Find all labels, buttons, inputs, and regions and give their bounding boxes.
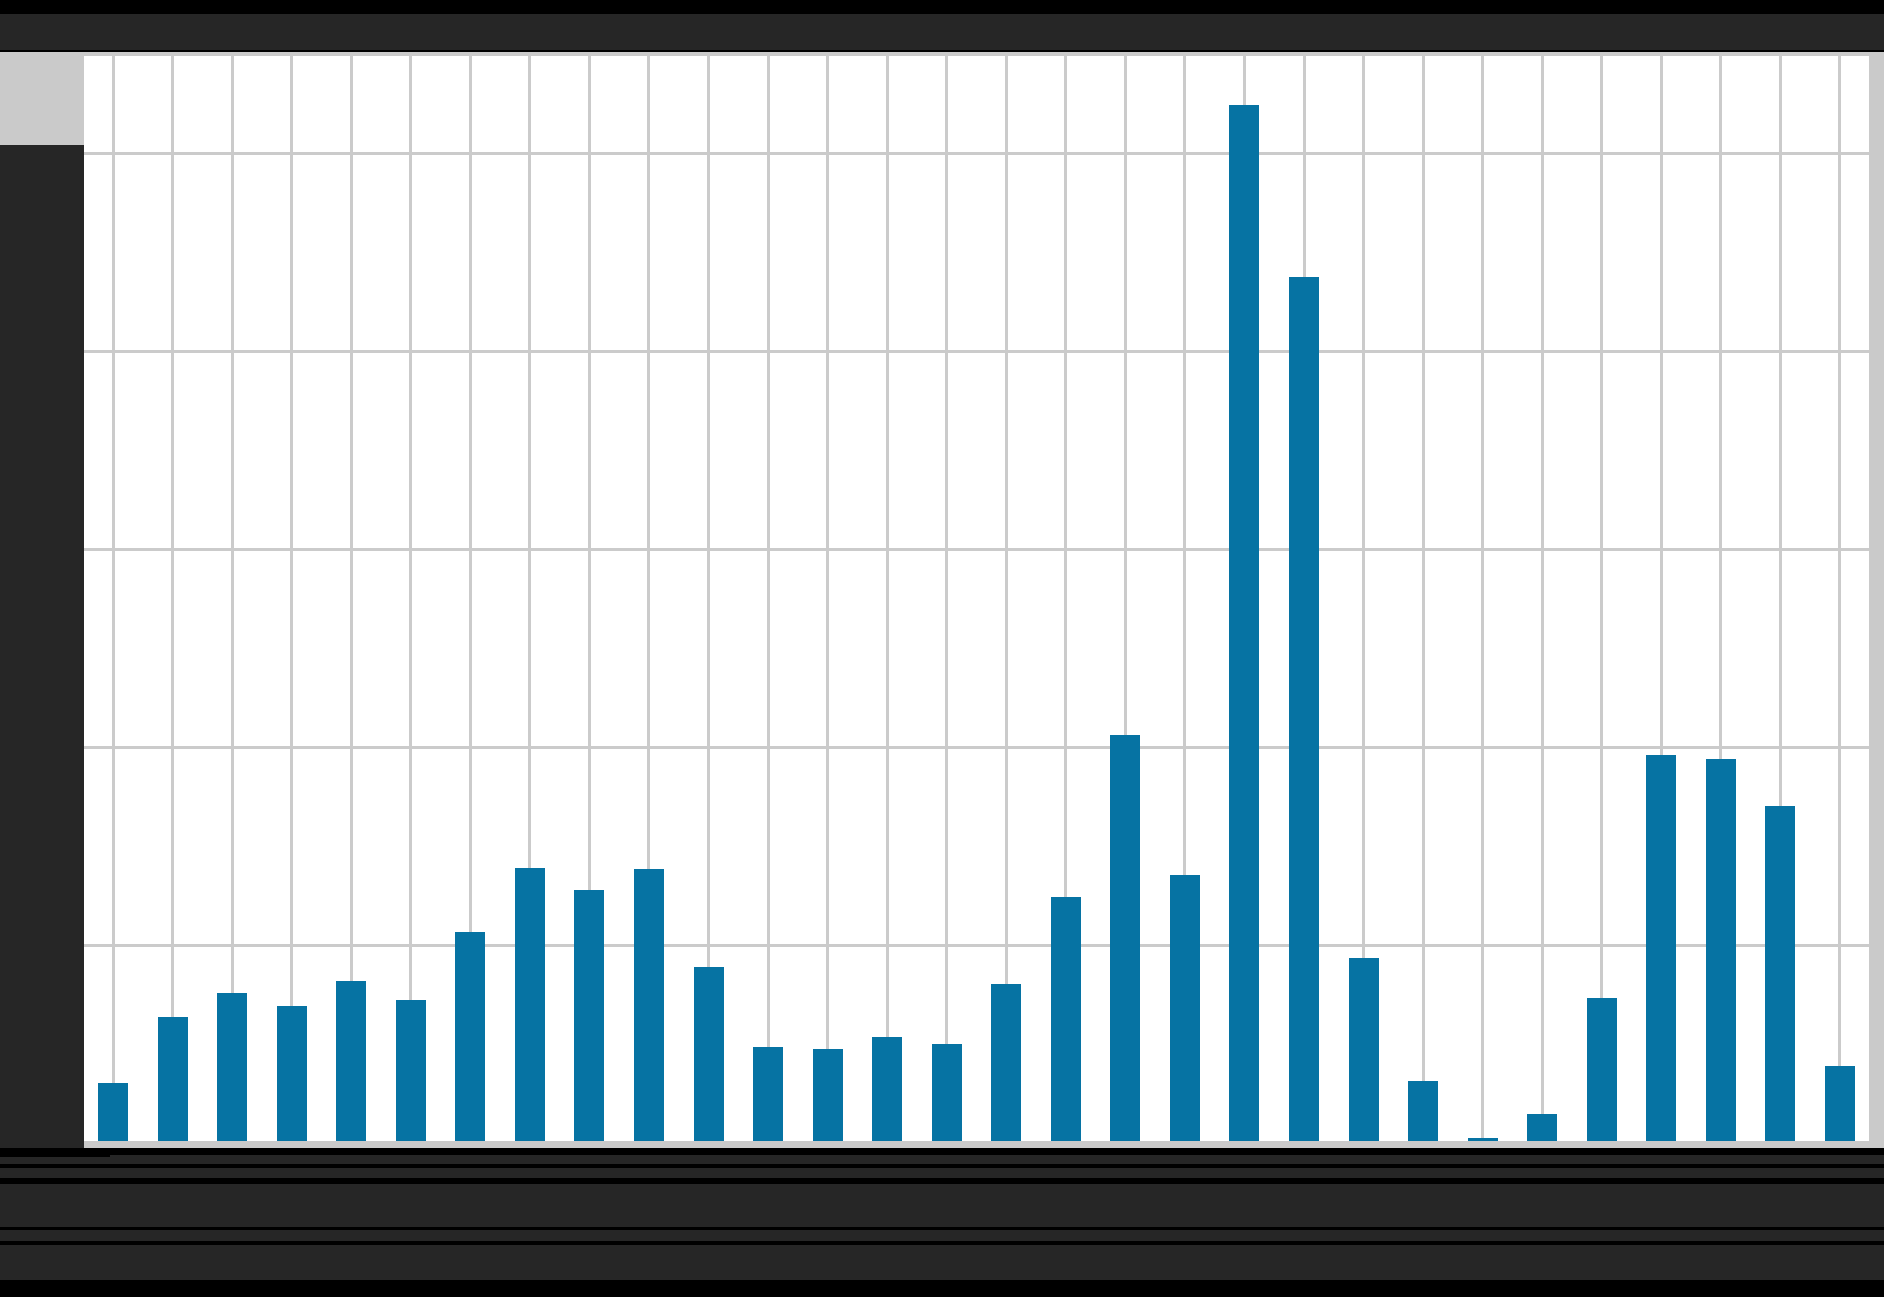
bar — [98, 1083, 128, 1141]
bar — [1289, 277, 1319, 1141]
vertical-gridline — [1659, 56, 1663, 1141]
header-bar — [0, 14, 1884, 50]
bar — [1467, 1138, 1498, 1141]
vertical-gridline — [111, 56, 115, 1141]
bar — [455, 932, 486, 1141]
bar — [276, 1006, 307, 1141]
bar — [1527, 1114, 1558, 1141]
bar — [217, 993, 248, 1141]
bar — [991, 984, 1022, 1141]
vertical-gridline — [1362, 56, 1366, 1141]
horizontal-gridline — [84, 943, 1869, 947]
vertical-gridline — [1004, 56, 1008, 1141]
bar — [1705, 759, 1736, 1141]
figure-corner-gray-square — [0, 52, 84, 145]
bar — [1408, 1081, 1439, 1141]
vertical-gridline — [766, 56, 770, 1141]
horizontal-gridline — [84, 151, 1869, 155]
vertical-gridline — [587, 56, 591, 1141]
header-divider — [0, 50, 1884, 52]
vertical-gridline — [1778, 56, 1782, 1141]
vertical-gridline — [1600, 56, 1604, 1141]
bar — [514, 868, 545, 1141]
horizontal-gridline — [84, 745, 1869, 749]
horizontal-gridline — [84, 547, 1869, 551]
bar — [812, 1049, 843, 1141]
bar — [931, 1044, 962, 1141]
horizontal-gridline — [84, 349, 1869, 353]
bar — [1586, 998, 1617, 1141]
bar — [1050, 897, 1081, 1141]
vertical-gridline — [1540, 56, 1544, 1141]
bar — [157, 1017, 188, 1141]
horizontal-gridlines-layer — [84, 56, 1869, 1141]
bar — [872, 1037, 903, 1141]
vertical-gridline — [1719, 56, 1723, 1141]
vertical-gridline — [1421, 56, 1425, 1141]
bar — [1646, 755, 1677, 1141]
left-sidebar-panel — [0, 145, 84, 1148]
vertical-gridline — [647, 56, 651, 1141]
terminal-stripe — [0, 1245, 1884, 1280]
terminal-stripe — [0, 1168, 1884, 1178]
vertical-gridline — [409, 56, 413, 1141]
vertical-gridline — [826, 56, 830, 1141]
top-black-strip — [0, 0, 1884, 14]
bar — [336, 981, 367, 1141]
vertical-gridline — [1183, 56, 1187, 1141]
bar — [1229, 105, 1260, 1141]
vertical-gridline — [885, 56, 889, 1141]
bar — [693, 967, 724, 1141]
panel-notch-divider — [0, 1154, 110, 1157]
vertical-gridline — [707, 56, 710, 1141]
bar — [1110, 735, 1141, 1141]
bar — [1824, 1066, 1855, 1141]
vertical-gridline — [349, 56, 353, 1141]
bottom-terminal-panel — [0, 1148, 1884, 1297]
bars-layer — [84, 56, 1869, 1141]
vertical-gridline — [468, 56, 472, 1141]
vertical-gridline — [171, 56, 175, 1141]
vertical-gridline — [230, 56, 234, 1141]
vertical-gridline — [528, 56, 532, 1141]
terminal-stripe — [0, 1184, 1884, 1227]
vertical-gridline — [1481, 56, 1485, 1141]
bar — [1169, 875, 1200, 1141]
bar — [633, 869, 664, 1141]
bar-chart-plot-area — [84, 56, 1869, 1141]
bar — [1765, 806, 1796, 1141]
vertical-gridline — [290, 56, 294, 1141]
terminal-stripe — [0, 1230, 1884, 1241]
bar — [395, 1000, 426, 1141]
vertical-gridline — [945, 56, 949, 1141]
bar — [753, 1047, 784, 1141]
vertical-gridline — [1064, 56, 1068, 1141]
vertical-gridline — [1838, 56, 1842, 1141]
terminal-stripe — [0, 1155, 1884, 1164]
bar — [574, 890, 605, 1141]
vertical-gridline — [1123, 56, 1127, 1141]
bar — [1348, 958, 1379, 1141]
